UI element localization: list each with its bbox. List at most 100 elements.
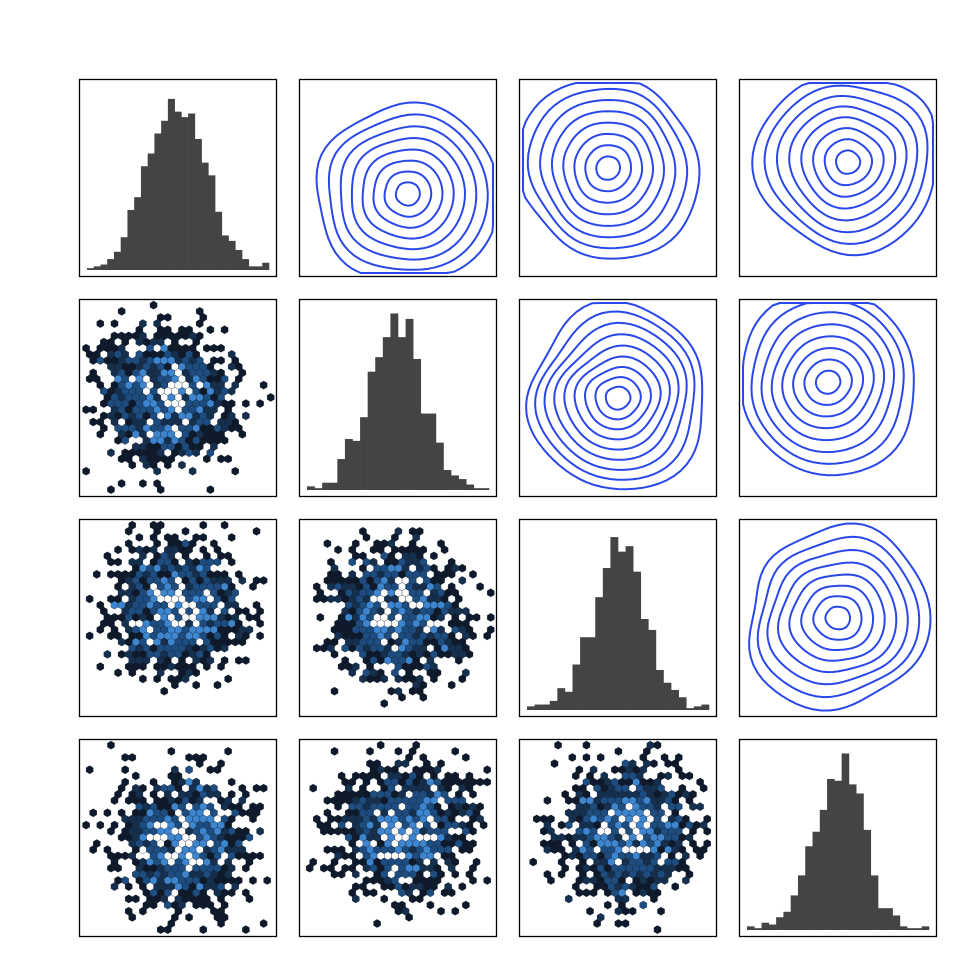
- hex-bin-3-2: [589, 777, 598, 787]
- hex-bin-2-0: [85, 594, 94, 604]
- kde-contour-0-2-4: [550, 110, 665, 227]
- kde-contour-1-2-1: [594, 376, 642, 421]
- hist-bar-0-14: [181, 117, 189, 271]
- hist-bar-0-12: [167, 98, 175, 270]
- kde-contour-1-2-4: [563, 344, 671, 451]
- hex-bin-3-2: [667, 863, 676, 873]
- hex-bin-2-0: [167, 588, 176, 598]
- hex-bin-2-1: [384, 631, 392, 641]
- hex-bin-2-0: [85, 631, 94, 641]
- hex-bin-3-2: [643, 747, 651, 756]
- hex-bin-2-0: [235, 606, 243, 616]
- hist-bar-0-7: [134, 197, 142, 270]
- hist-bar-0-16: [194, 138, 202, 270]
- hex-bin-2-0: [192, 668, 200, 678]
- hex-bin-2-1: [334, 545, 342, 555]
- hex-bin-3-0: [132, 845, 140, 854]
- hex-bin-3-1: [444, 783, 452, 793]
- hex-bin-3-0: [245, 857, 254, 867]
- hex-bin-2-1: [433, 606, 442, 616]
- hex-bin-3-2: [653, 790, 662, 799]
- hex-bin-1-0: [153, 380, 161, 390]
- hex-bin-2-1: [398, 693, 406, 702]
- hist-bar-1-20: [458, 479, 467, 490]
- hex-bin-3-2: [557, 820, 566, 830]
- hex-bin-3-2: [547, 876, 555, 885]
- hex-bin-3-2: [639, 900, 647, 910]
- hex-bin-3-1: [476, 802, 484, 811]
- hex-bin-1-0: [100, 399, 108, 408]
- panel-frame: [78, 518, 278, 718]
- hist-bar-3-21: [899, 926, 908, 930]
- hex-bin-3-0: [107, 740, 115, 750]
- hex-bin-3-2: [596, 753, 605, 762]
- hex-bin-3-0: [164, 888, 172, 898]
- hex-bin-2-0: [199, 594, 207, 604]
- hex-bin-2-1: [405, 570, 413, 579]
- hist-bar-0-0: [87, 268, 95, 270]
- hex-bin-3-1: [483, 876, 491, 885]
- panel-hexbin-r3-c1: [298, 738, 498, 938]
- hex-bin-2-1: [398, 619, 406, 628]
- hex-bin-3-2: [671, 808, 679, 818]
- hex-bin-1-0: [117, 307, 126, 316]
- hex-bin-3-1: [423, 783, 431, 793]
- hist-bar-0-26: [262, 262, 270, 270]
- hist-bar-3-20: [892, 915, 901, 930]
- hex-bin-2-1: [316, 613, 324, 622]
- hex-bin-3-0: [245, 808, 254, 818]
- hex-bin-2-1: [376, 606, 385, 616]
- hex-bin-3-2: [696, 802, 704, 811]
- hex-bin-2-0: [103, 650, 112, 659]
- hex-bin-1-0: [125, 405, 133, 414]
- hex-bin-3-2: [550, 759, 559, 768]
- panel-frame: [738, 78, 938, 278]
- hex-bin-3-0: [96, 820, 104, 830]
- hex-bin-3-2: [628, 906, 637, 916]
- hex-bin-3-2: [540, 839, 548, 848]
- hex-bin-2-1: [401, 662, 410, 671]
- hex-bin-3-0: [242, 925, 250, 934]
- hex-bin-3-1: [376, 839, 385, 848]
- hex-bin-3-1: [426, 765, 435, 775]
- hex-bin-1-0: [217, 356, 225, 365]
- hex-bin-3-1: [437, 870, 445, 879]
- hex-bin-3-2: [604, 802, 612, 811]
- hex-bin-3-1: [348, 777, 356, 787]
- hex-bin-2-1: [391, 594, 399, 604]
- hex-bin-3-2: [657, 771, 665, 781]
- hex-bin-3-2: [703, 839, 711, 848]
- hex-bin-2-0: [245, 613, 254, 622]
- hex-bin-3-0: [192, 753, 200, 762]
- hex-bin-2-0: [213, 545, 222, 555]
- hex-bin-1-0: [110, 356, 119, 365]
- hist-bar-2-9: [595, 597, 604, 710]
- hex-bin-2-1: [352, 662, 360, 671]
- hex-bin-3-1: [447, 851, 456, 861]
- hist-bar-2-5: [564, 691, 573, 710]
- hex-bin-2-1: [440, 594, 449, 604]
- hex-bin-3-2: [614, 882, 623, 891]
- hex-bin-3-1: [469, 826, 477, 836]
- hex-bin-3-1: [405, 826, 413, 836]
- hex-bin-3-2: [636, 783, 644, 793]
- hist-bar-3-23: [914, 928, 923, 930]
- hist-bar-2-2: [542, 704, 551, 710]
- hex-bin-3-0: [206, 851, 215, 861]
- kde-contour-0-2-3: [562, 121, 654, 216]
- hist-bar-3-14: [848, 784, 857, 930]
- hex-bin-3-2: [703, 814, 711, 824]
- hex-bin-3-0: [128, 790, 136, 799]
- hex-bin-2-0: [256, 606, 264, 616]
- hex-bin-2-1: [348, 619, 356, 628]
- hex-bin-1-0: [167, 442, 176, 451]
- hist-bar-1-0: [307, 486, 315, 490]
- kde-contour-0-3-1: [823, 138, 873, 187]
- hex-bin-3-0: [249, 876, 257, 885]
- hex-bin-3-2: [572, 783, 580, 793]
- hex-bin-3-0: [188, 870, 197, 879]
- hex-bin-2-1: [487, 588, 495, 598]
- hex-bin-1-0: [267, 393, 275, 402]
- hex-bin-3-1: [376, 826, 385, 836]
- hex-bin-2-0: [153, 662, 161, 671]
